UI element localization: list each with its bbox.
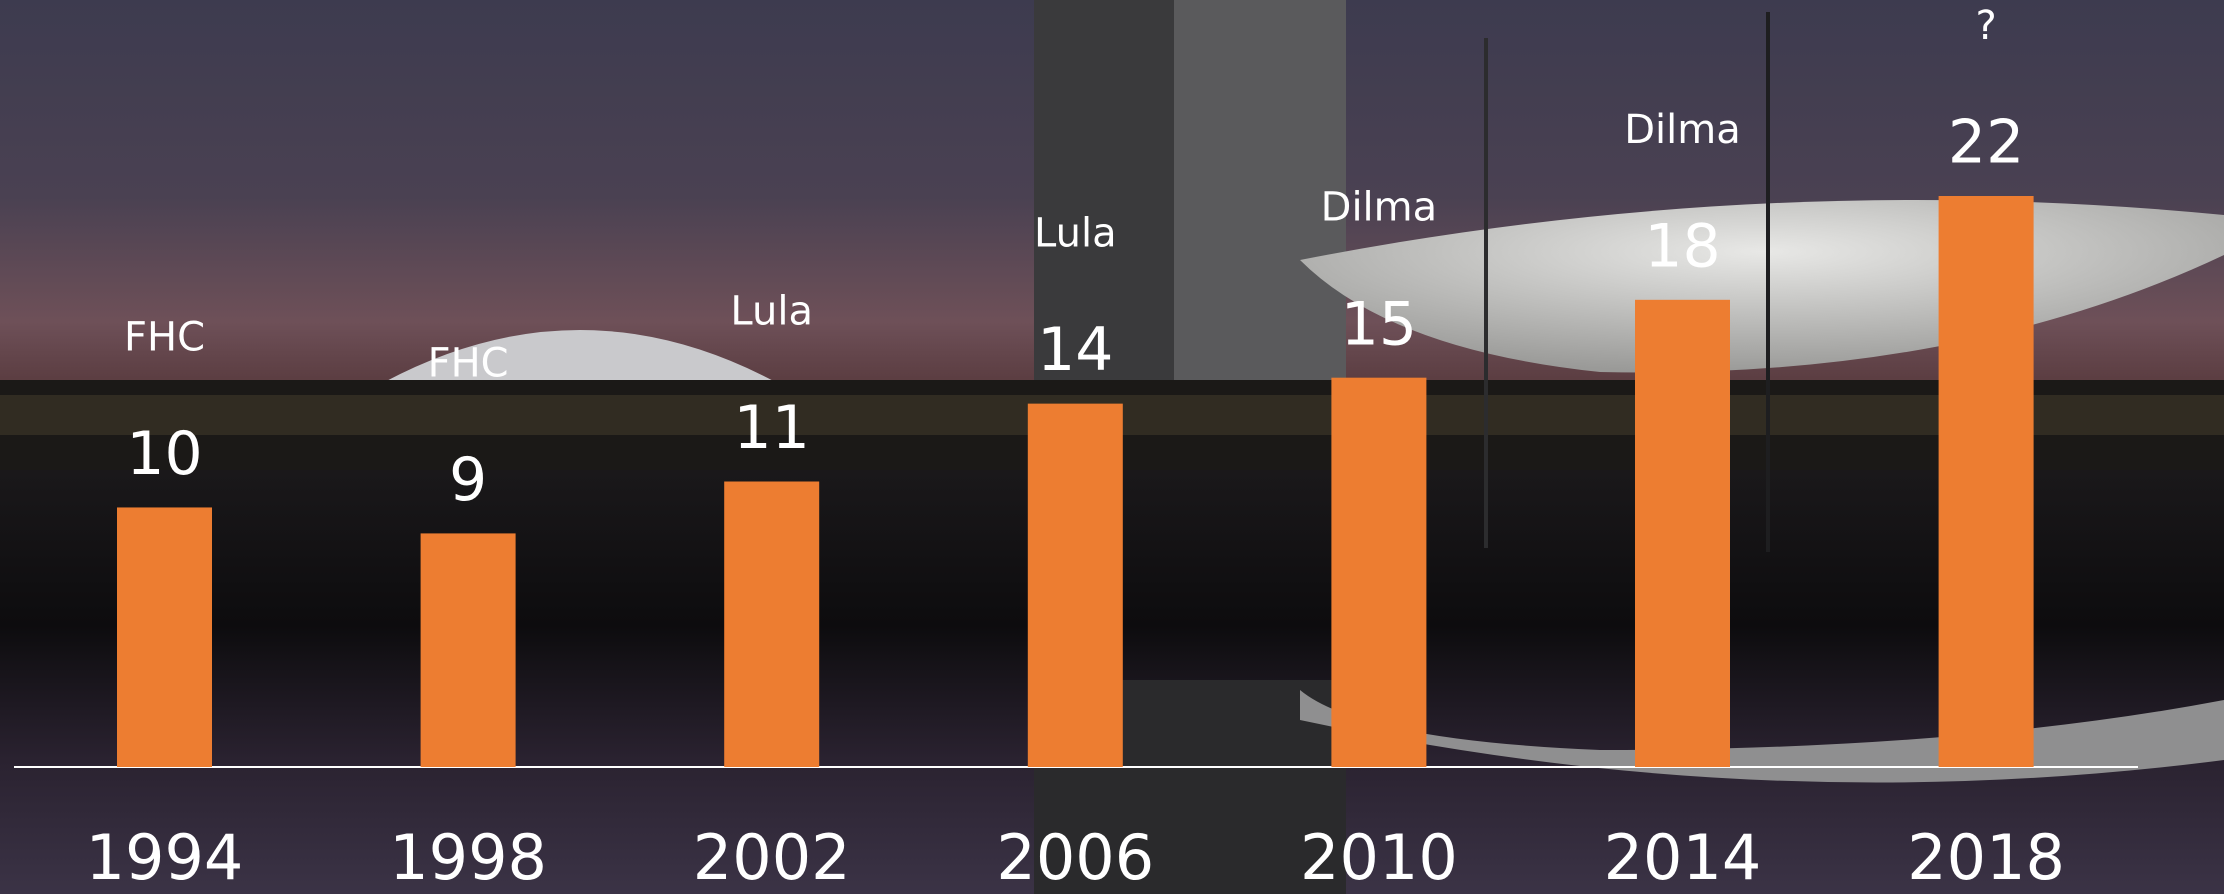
value-label: 15 bbox=[1341, 289, 1417, 359]
bar bbox=[1028, 404, 1123, 767]
x-tick-label: 2002 bbox=[693, 821, 851, 894]
value-label: 18 bbox=[1644, 211, 1720, 281]
value-label: 11 bbox=[734, 393, 810, 463]
annotation: ? bbox=[1975, 3, 1996, 49]
x-tick-label: 1998 bbox=[389, 821, 547, 894]
annotation: Dilma bbox=[1321, 185, 1438, 231]
annotation: Dilma bbox=[1624, 107, 1741, 153]
value-label: 9 bbox=[449, 445, 487, 515]
page: 10 FHC 1994 9 FHC 1998 11 Lula 2002 14 Lula 2006 15 D… bbox=[0, 0, 2224, 894]
bar bbox=[1331, 378, 1426, 767]
bar bbox=[117, 507, 212, 767]
annotation: FHC bbox=[428, 340, 509, 386]
value-label: 22 bbox=[1948, 108, 2024, 178]
value-label: 10 bbox=[126, 419, 202, 489]
chart: 10 FHC 1994 9 FHC 1998 11 Lula 2002 14 Lula 2006 15 D… bbox=[0, 0, 2224, 894]
x-tick-label: 2014 bbox=[1604, 821, 1762, 894]
value-label: 14 bbox=[1037, 315, 1113, 385]
annotation: Lula bbox=[730, 289, 813, 335]
x-tick-label: 1994 bbox=[86, 821, 244, 894]
x-tick-label: 2010 bbox=[1300, 821, 1458, 894]
bar bbox=[724, 482, 819, 768]
x-tick-label: 2006 bbox=[996, 821, 1154, 894]
bar bbox=[421, 533, 516, 767]
annotation: Lula bbox=[1034, 211, 1117, 257]
bar bbox=[1635, 300, 1730, 767]
x-tick-label: 2018 bbox=[1907, 821, 2065, 894]
annotation: FHC bbox=[124, 314, 205, 360]
bar bbox=[1939, 196, 2034, 767]
